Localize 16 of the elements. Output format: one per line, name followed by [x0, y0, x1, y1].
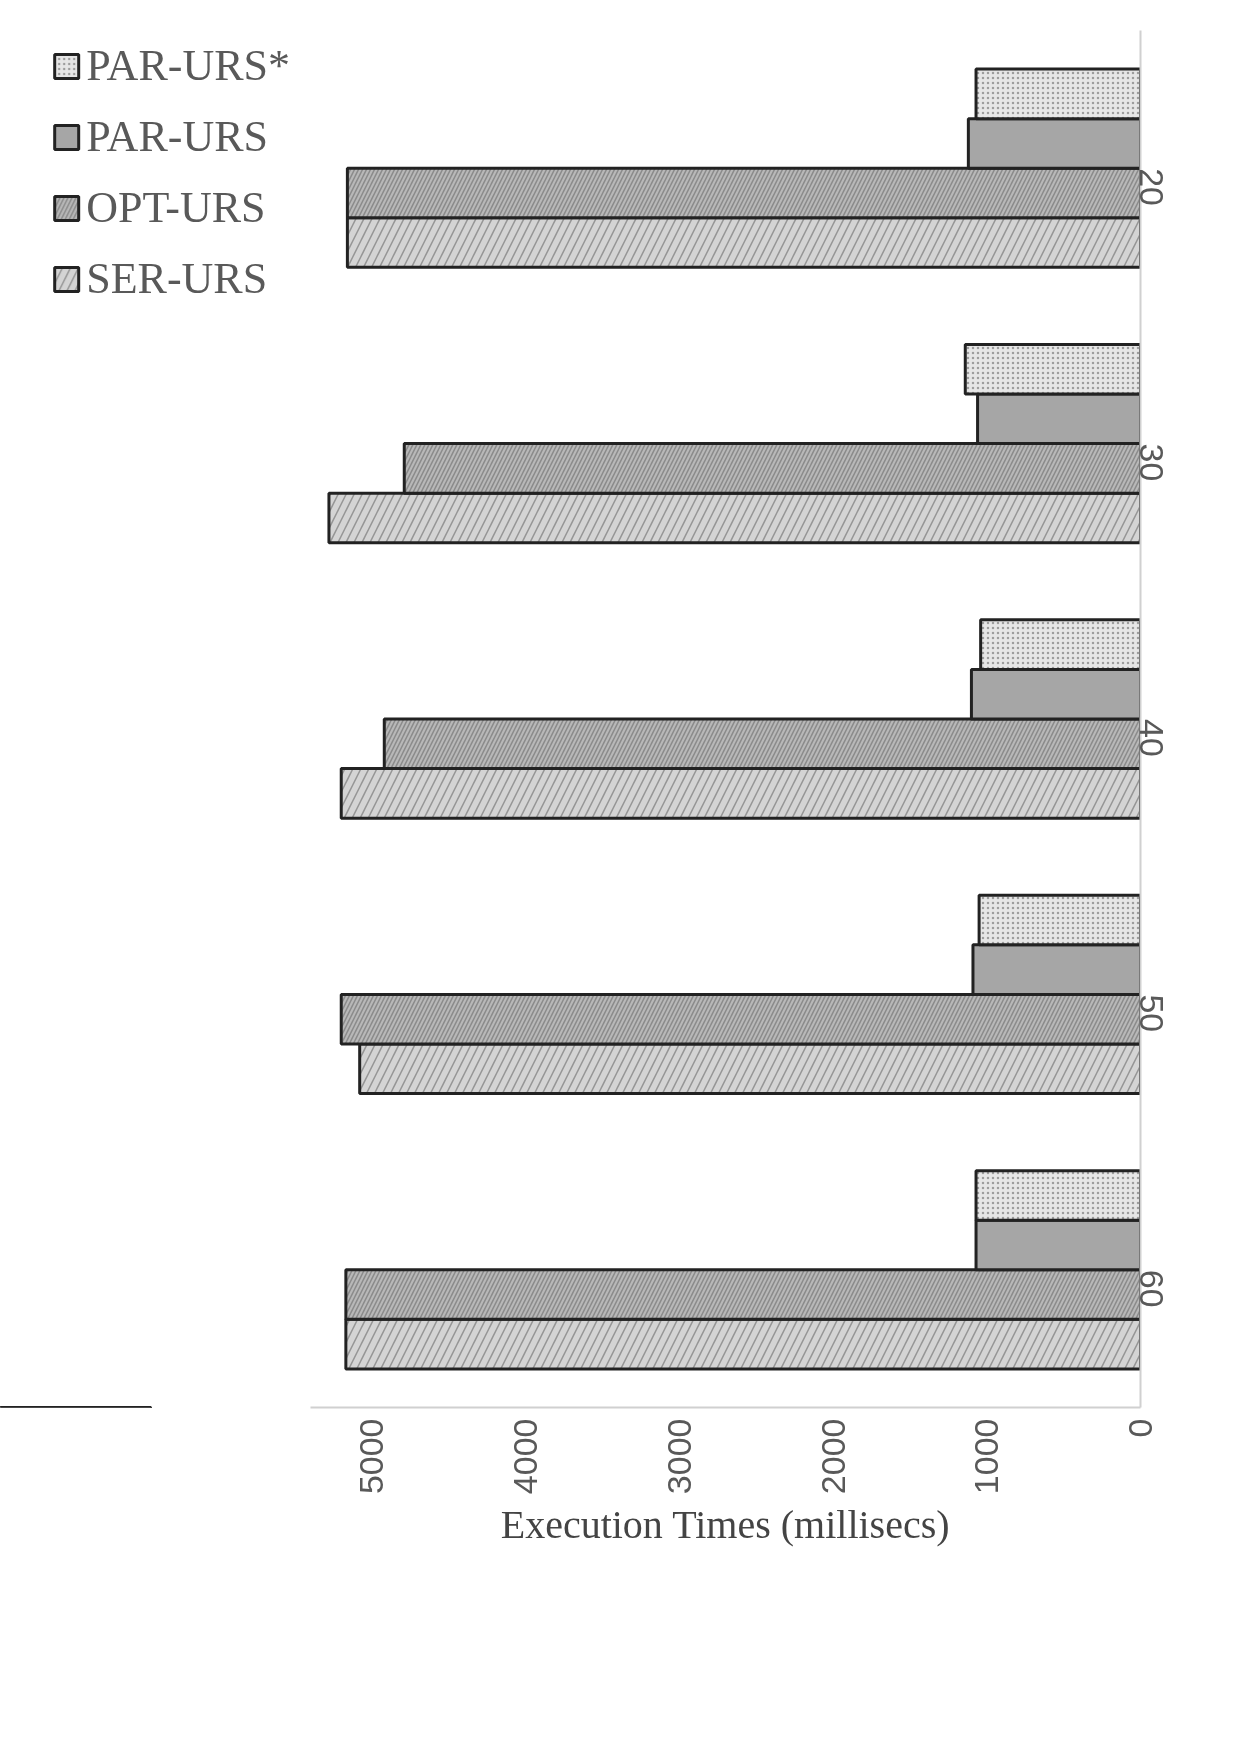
y-tick-label: 30 [1133, 443, 1171, 482]
x-tick-label: 3000 [659, 1418, 698, 1495]
x-tick-label: 4000 [506, 1418, 545, 1495]
x-tick-label: 5000 [352, 1418, 391, 1495]
y-tick-label: 50 [1133, 994, 1171, 1033]
x-tick-label: 1000 [967, 1418, 1006, 1495]
x-axis-title: Execution Times (millisecs) [500, 1502, 950, 1548]
y-tick-label: 40 [1133, 719, 1171, 757]
y-tick-label: 20 [1133, 168, 1171, 207]
legend-label: OPT-URS [86, 182, 266, 233]
legend-label: PAR-URS [86, 111, 268, 162]
legend-label: PAR-URS* [86, 40, 290, 91]
y-tick-label: 60 [1133, 1269, 1171, 1308]
x-tick-label: 0 [1121, 1418, 1159, 1438]
legend-label: SER-URS [86, 253, 268, 304]
x-tick-label: 2000 [813, 1418, 852, 1495]
